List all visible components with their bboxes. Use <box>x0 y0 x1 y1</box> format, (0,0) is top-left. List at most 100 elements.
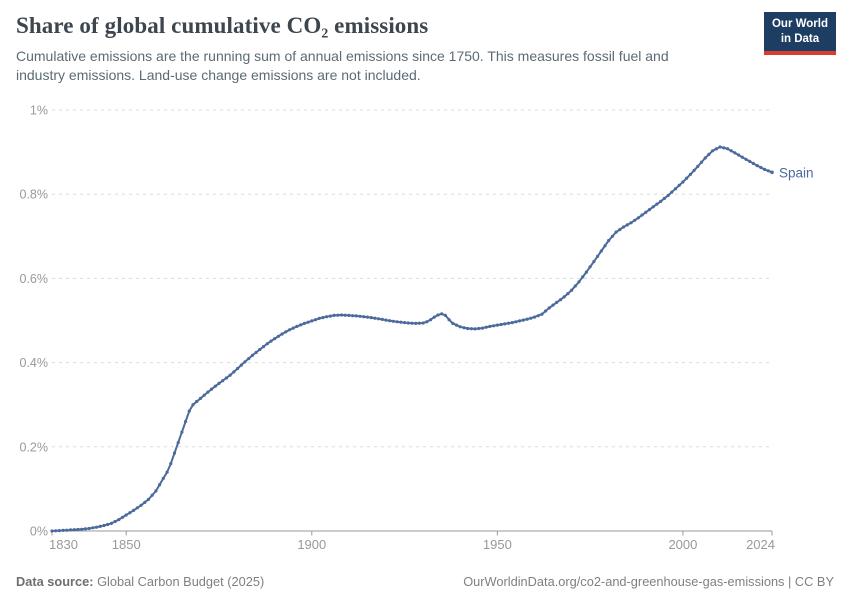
data-point[interactable] <box>232 370 236 374</box>
data-point[interactable] <box>410 321 414 325</box>
data-point[interactable] <box>729 149 733 153</box>
data-point[interactable] <box>581 275 585 279</box>
data-point[interactable] <box>380 317 384 321</box>
data-point[interactable] <box>655 202 659 206</box>
data-point[interactable] <box>629 221 633 225</box>
data-point[interactable] <box>544 309 548 313</box>
data-point[interactable] <box>139 503 143 507</box>
data-point[interactable] <box>358 314 362 318</box>
data-point[interactable] <box>198 396 203 400</box>
data-point[interactable] <box>492 324 496 328</box>
data-point[interactable] <box>161 476 165 480</box>
data-point[interactable] <box>443 313 447 317</box>
data-point[interactable] <box>748 159 752 163</box>
data-point[interactable] <box>673 187 678 191</box>
data-point[interactable] <box>454 323 459 327</box>
data-point[interactable] <box>685 176 689 180</box>
data-point[interactable] <box>469 327 473 331</box>
owid-logo[interactable]: Our World in Data <box>763 12 836 55</box>
data-point[interactable] <box>94 525 99 529</box>
data-point[interactable] <box>503 322 507 326</box>
data-point[interactable] <box>154 489 158 493</box>
data-point[interactable] <box>688 172 693 176</box>
data-point[interactable] <box>236 366 240 371</box>
data-point[interactable] <box>677 183 681 187</box>
data-point[interactable] <box>195 399 199 404</box>
data-point[interactable] <box>466 326 470 331</box>
data-point[interactable] <box>733 151 737 155</box>
data-point[interactable] <box>391 319 395 323</box>
data-point[interactable] <box>135 506 139 510</box>
data-point[interactable] <box>213 384 217 388</box>
data-point[interactable] <box>414 321 418 325</box>
data-point[interactable] <box>258 347 262 352</box>
data-point[interactable] <box>436 313 440 317</box>
data-point[interactable] <box>87 526 91 531</box>
data-point[interactable] <box>217 381 221 385</box>
data-point[interactable] <box>596 254 600 258</box>
series-line-spain[interactable] <box>51 146 773 532</box>
data-point[interactable] <box>124 513 128 517</box>
data-point[interactable] <box>54 529 58 533</box>
data-point[interactable] <box>555 300 559 304</box>
data-point[interactable] <box>451 321 455 325</box>
data-point[interactable] <box>584 270 589 274</box>
data-point[interactable] <box>325 315 329 319</box>
data-point[interactable] <box>306 320 310 324</box>
data-point[interactable] <box>417 321 421 325</box>
data-point[interactable] <box>347 313 351 317</box>
data-point[interactable] <box>299 323 303 327</box>
data-point[interactable] <box>343 313 347 317</box>
data-point[interactable] <box>618 228 622 232</box>
data-point[interactable] <box>172 451 177 455</box>
data-point[interactable] <box>614 230 618 234</box>
data-point[interactable] <box>176 441 180 445</box>
data-point[interactable] <box>540 312 544 316</box>
data-point[interactable] <box>150 493 154 497</box>
data-point[interactable] <box>72 528 76 532</box>
data-point[interactable] <box>83 527 87 531</box>
data-point[interactable] <box>718 145 722 149</box>
data-point[interactable] <box>562 295 566 299</box>
data-point[interactable] <box>651 205 655 209</box>
data-point[interactable] <box>577 280 581 284</box>
data-point[interactable] <box>113 519 117 524</box>
data-point[interactable] <box>69 528 73 532</box>
data-point[interactable] <box>518 319 522 323</box>
data-point[interactable] <box>495 323 499 327</box>
data-point[interactable] <box>221 379 225 383</box>
data-point[interactable] <box>261 345 266 349</box>
data-point[interactable] <box>273 337 277 341</box>
data-point[interactable] <box>744 157 748 161</box>
data-point[interactable] <box>243 360 247 364</box>
data-point[interactable] <box>332 313 336 317</box>
data-point[interactable] <box>313 318 318 322</box>
data-point[interactable] <box>132 508 136 512</box>
data-point[interactable] <box>120 515 125 519</box>
data-point[interactable] <box>662 196 667 200</box>
data-point[interactable] <box>187 409 191 413</box>
data-point[interactable] <box>480 326 485 330</box>
data-point[interactable] <box>647 208 652 212</box>
data-point[interactable] <box>146 497 151 501</box>
data-point[interactable] <box>707 152 711 156</box>
data-point[interactable] <box>532 315 537 319</box>
data-point[interactable] <box>462 326 466 330</box>
data-point[interactable] <box>106 522 110 527</box>
data-point[interactable] <box>395 320 399 324</box>
data-point[interactable] <box>399 320 403 324</box>
data-point[interactable] <box>659 199 663 203</box>
data-point[interactable] <box>510 321 514 325</box>
data-point[interactable] <box>321 316 325 320</box>
data-point[interactable] <box>310 319 314 323</box>
data-point[interactable] <box>280 332 284 336</box>
data-point[interactable] <box>191 403 195 407</box>
data-point[interactable] <box>558 298 563 302</box>
data-point[interactable] <box>725 147 730 151</box>
data-point[interactable] <box>250 353 254 357</box>
data-point[interactable] <box>566 292 570 296</box>
data-point[interactable] <box>377 317 381 321</box>
data-point[interactable] <box>317 316 321 320</box>
series-label-spain[interactable]: Spain <box>779 165 814 180</box>
data-point[interactable] <box>265 342 269 346</box>
